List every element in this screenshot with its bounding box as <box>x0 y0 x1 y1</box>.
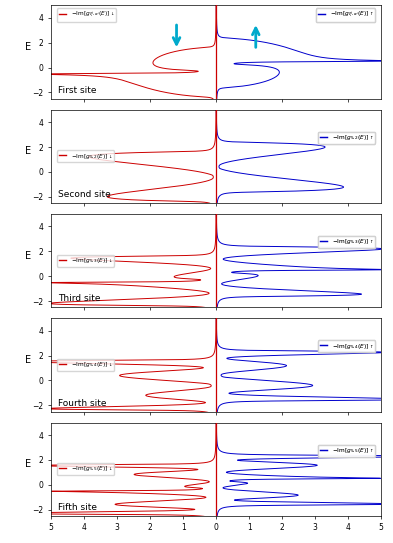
Text: Second site: Second site <box>58 190 110 199</box>
Legend: $-\mathrm{Im}[g_{5,4}(E)]_\uparrow$: $-\mathrm{Im}[g_{5,4}(E)]_\uparrow$ <box>318 340 375 352</box>
Legend: $-\mathrm{Im}[g_{5,3}(E)]_\uparrow$: $-\mathrm{Im}[g_{5,3}(E)]_\uparrow$ <box>318 236 375 248</box>
Y-axis label: E: E <box>25 146 31 156</box>
Text: Third site: Third site <box>58 294 100 304</box>
Y-axis label: E: E <box>25 42 31 52</box>
Text: First site: First site <box>58 86 96 95</box>
Y-axis label: E: E <box>25 459 31 469</box>
Text: Fourth site: Fourth site <box>58 399 106 408</box>
Legend: $-\mathrm{Im}[g_{5,5}(E)]_\uparrow$: $-\mathrm{Im}[g_{5,5}(E)]_\uparrow$ <box>318 445 375 457</box>
Legend: $-\mathrm{Im}[g_{\xi^i,\alpha^\prime}(E)]_\uparrow$: $-\mathrm{Im}[g_{\xi^i,\alpha^\prime}(E)… <box>316 8 375 22</box>
Text: Fifth site: Fifth site <box>58 503 97 512</box>
Legend: $-\mathrm{Im}[g_{5,2}(E)]_\uparrow$: $-\mathrm{Im}[g_{5,2}(E)]_\uparrow$ <box>318 132 375 144</box>
Y-axis label: E: E <box>25 251 31 261</box>
Y-axis label: E: E <box>25 355 31 365</box>
